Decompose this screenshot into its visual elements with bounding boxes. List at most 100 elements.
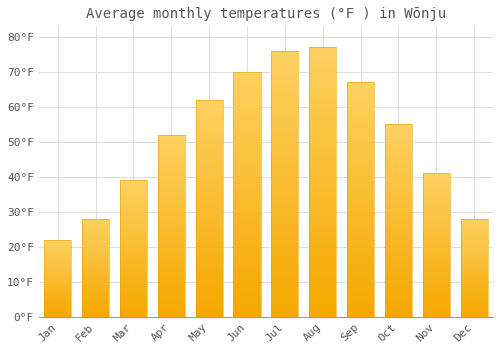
Bar <box>44 247 72 250</box>
Bar <box>196 176 223 181</box>
Bar <box>234 127 260 133</box>
Bar <box>82 278 109 280</box>
Bar <box>44 257 72 259</box>
Bar <box>234 158 260 164</box>
Bar <box>460 314 488 317</box>
Bar <box>196 225 223 230</box>
Bar <box>120 259 147 262</box>
Bar <box>44 255 72 257</box>
Bar <box>271 97 298 104</box>
Bar <box>460 273 488 275</box>
Bar <box>347 118 374 123</box>
Bar <box>44 311 72 313</box>
Bar <box>385 201 412 206</box>
Bar <box>44 274 72 277</box>
Bar <box>158 167 185 171</box>
Bar <box>120 190 147 194</box>
Bar <box>82 263 109 265</box>
Bar <box>158 153 185 158</box>
Bar <box>347 106 374 112</box>
Bar <box>271 117 298 124</box>
Bar <box>347 82 374 88</box>
Bar <box>347 82 374 317</box>
Bar <box>385 139 412 143</box>
Bar <box>234 170 260 176</box>
Bar <box>82 221 109 224</box>
Bar <box>271 303 298 310</box>
Bar <box>460 246 488 248</box>
Bar <box>347 159 374 164</box>
Bar <box>460 302 488 304</box>
Bar <box>271 257 298 264</box>
Bar <box>196 273 223 279</box>
Bar <box>158 194 185 198</box>
Bar <box>309 47 336 317</box>
Bar <box>422 292 450 295</box>
Bar <box>158 267 185 271</box>
Bar <box>460 297 488 300</box>
Bar <box>120 276 147 279</box>
Bar <box>271 150 298 157</box>
Bar <box>120 238 147 242</box>
Bar <box>309 148 336 155</box>
Bar <box>347 129 374 135</box>
Bar <box>82 231 109 233</box>
Bar <box>460 275 488 278</box>
Bar <box>309 169 336 175</box>
Bar <box>158 162 185 167</box>
Bar <box>82 243 109 246</box>
Bar <box>234 274 260 280</box>
Bar <box>347 293 374 299</box>
Bar <box>347 176 374 182</box>
Bar <box>196 143 223 149</box>
Bar <box>44 271 72 273</box>
Bar <box>120 313 147 317</box>
Bar <box>120 307 147 310</box>
Bar <box>347 276 374 282</box>
Bar <box>120 252 147 256</box>
Bar <box>309 101 336 108</box>
Bar <box>422 191 450 195</box>
Bar <box>196 241 223 246</box>
Bar <box>460 268 488 270</box>
Bar <box>196 181 223 187</box>
Bar <box>196 203 223 208</box>
Bar <box>44 251 72 253</box>
Bar <box>309 202 336 209</box>
Bar <box>309 162 336 169</box>
Bar <box>44 240 72 317</box>
Bar <box>271 157 298 164</box>
Bar <box>347 305 374 311</box>
Bar <box>158 271 185 276</box>
Bar <box>82 314 109 317</box>
Bar <box>120 194 147 197</box>
Bar <box>158 303 185 308</box>
Bar <box>385 173 412 177</box>
Bar <box>196 105 223 111</box>
Bar <box>309 182 336 189</box>
Bar <box>44 290 72 292</box>
Bar <box>460 290 488 292</box>
Bar <box>309 61 336 68</box>
Bar <box>44 300 72 301</box>
Bar <box>44 305 72 307</box>
Bar <box>158 276 185 280</box>
Bar <box>158 280 185 285</box>
Bar <box>120 293 147 296</box>
Bar <box>82 268 109 270</box>
Bar <box>271 310 298 317</box>
Bar <box>347 235 374 240</box>
Bar <box>422 213 450 216</box>
Bar <box>309 303 336 310</box>
Bar <box>158 226 185 230</box>
Bar <box>120 197 147 201</box>
Bar <box>422 177 450 181</box>
Bar <box>309 68 336 74</box>
Bar <box>385 273 412 278</box>
Bar <box>385 124 412 129</box>
Bar <box>120 208 147 211</box>
Bar <box>385 264 412 269</box>
Bar <box>422 241 450 245</box>
Bar <box>234 121 260 127</box>
Bar <box>196 246 223 252</box>
